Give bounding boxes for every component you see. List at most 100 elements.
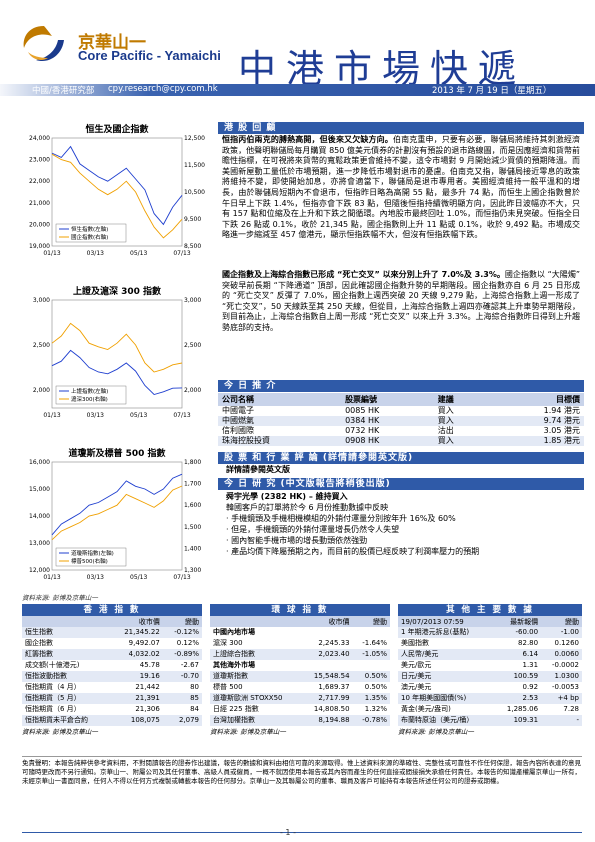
table-cell: 9.74 港元 <box>486 416 584 426</box>
commentary-header: 股 票 和 行 業 評 論 (詳情請參閱英文版) <box>218 452 584 464</box>
table-row: 中國燃氣 0384 HK 買入 9.74 港元 <box>218 416 584 426</box>
table-cell: 3.05 港元 <box>543 426 580 435</box>
review-p1-body: 伯南克重申，只要有必要，聯儲局將維持其刺激經濟政策，他聲明聯儲局每月購買 850… <box>222 135 581 240</box>
other-table-header: 其 他 主 要 數 據 <box>398 604 582 616</box>
table-row: 1 年期港元拆息(基點) -60.00 -1.00 <box>398 627 582 638</box>
table-row: 道瓊斯指數 15,548.54 0.50% <box>210 671 390 682</box>
x-tick: 03/13 <box>87 412 104 419</box>
page-header: 京華山一 Core Pacific - Yamaichi 中港市場快遞 中國/香… <box>0 0 595 96</box>
legend-label: 恒生指數(左軸) <box>71 225 108 233</box>
x-tick: 05/13 <box>130 574 147 581</box>
table-cell: 19.16 <box>109 671 163 682</box>
table-cell: 恒指期貨（5 月） <box>22 693 110 704</box>
chart-svg: 3,000 2,500 2,000 3,000 2,500 2,000 01/13 03/13… <box>33 297 202 419</box>
table-cell: 中國燃氣 <box>218 416 342 426</box>
table-cell: 0384 HK <box>341 416 434 426</box>
table-cell: 21,442 <box>135 683 160 691</box>
x-tick: 05/13 <box>130 250 147 257</box>
table-cell: 美國指數 <box>401 639 429 647</box>
table-row: 中國內地市場 <box>210 627 390 638</box>
table-cell: 上證綜合指數 <box>210 649 302 660</box>
series-line <box>51 349 183 396</box>
table-cell: 中國內地市場 <box>210 627 302 638</box>
table-cell: -2.67 <box>180 661 199 669</box>
y-tick-left: 20,000 <box>29 221 50 228</box>
series-line <box>51 485 183 541</box>
contact-email-link[interactable]: cpy.research@cpy.com.hk <box>108 84 218 94</box>
y-tick-right: 10,500 <box>184 189 205 196</box>
y-tick-left: 2,500 <box>33 342 50 349</box>
y-tick-right: 2,000 <box>184 387 201 394</box>
table-row: 台灣加權指數 8,194.88 -0.78% <box>210 715 390 726</box>
shanghai-csi300-chart: 上證及滬深 300 指數 3,000 2,500 2,000 3,000 2,500 2,… <box>22 284 212 434</box>
table-cell: 21,345.22 <box>109 627 163 638</box>
hk-index-table: 香 港 指 數 收市價 變動 恒生指數 21,345.22 -0.12% 國企指數 9,49… <box>22 604 202 736</box>
series-line <box>51 153 183 239</box>
research-body: 舜宇光學 (2382 HK) – 維持買入 韓國客戶的訂單將於今 6 月份推動數… <box>226 491 580 557</box>
legend-box <box>55 223 127 243</box>
table-row: 上證綜合指數 2,023.40 -1.05% <box>210 649 390 660</box>
table-row: 其他海外市場 <box>210 660 390 671</box>
x-tick: 07/13 <box>173 574 190 581</box>
y-tick-left: 16,000 <box>29 459 50 466</box>
table-cell: 2,023.40 <box>301 649 353 660</box>
table-cell: 美元/歐元 <box>401 661 432 669</box>
column-header: 變動 <box>352 616 390 627</box>
table-row: 中國電子 0085 HK 買入 1.94 港元 <box>218 406 584 416</box>
y-tick-right: 1,400 <box>184 545 201 552</box>
y-tick-left: 2,000 <box>33 387 50 394</box>
series-line <box>51 322 183 373</box>
page-title: 中港市場快遞 <box>238 47 527 91</box>
table-cell: 道瓊斯歐洲 STOXX50 <box>210 693 302 704</box>
table-cell: 黃金(美元/盎司) <box>401 705 451 713</box>
table-row: 恒指期貨（4 月） 21,442 80 <box>22 682 202 693</box>
recommendations-header: 今 日 推 介 <box>218 380 584 392</box>
table-cell: 1.35% <box>352 693 390 704</box>
hk-table-header: 香 港 指 數 <box>22 604 202 616</box>
legend-label: 標普500(右軸) <box>71 557 108 565</box>
chart-svg: 16,000 15,000 14,000 13,000 12,000 1,800 1,700… <box>29 459 201 581</box>
brand-name-en: Core Pacific - Yamaichi <box>78 48 221 63</box>
y-tick-left: 24,000 <box>29 135 50 142</box>
table-cell: -60.00 <box>495 627 542 638</box>
table-cell: 21,391 <box>109 693 163 704</box>
table-cell: 1.31 <box>522 661 539 669</box>
table-cell: 0.50% <box>352 671 390 682</box>
x-tick: 07/13 <box>173 412 190 419</box>
header-bar <box>0 84 595 96</box>
commentary-sub: 詳情請參閱英文版 <box>226 465 290 474</box>
legend-label: 上證指數(左軸) <box>71 387 108 395</box>
column-header: 19/07/2013 07:59 <box>398 616 496 627</box>
table-cell: 0.92 <box>522 683 539 691</box>
y-tick-right: 3,000 <box>184 297 201 304</box>
legend-label: 滬深300(右軸) <box>71 395 108 403</box>
table-row: 布蘭特原油（美元/桶） 109.31- <box>398 715 582 726</box>
table-cell: 6.14 <box>495 649 542 660</box>
table-cell: 其他海外市場 <box>210 660 302 671</box>
y-tick-right: 8,500 <box>184 243 201 250</box>
table-row: 標普 500 1,689.37 0.50% <box>210 682 390 693</box>
table-cell: 1.32% <box>364 705 387 713</box>
column-header: 最新報價 <box>495 616 542 627</box>
global-index-table: 環 球 指 數 收市價 變動 中國內地市場 滬深 300 2,245.33 -1.64% 上… <box>210 604 390 736</box>
table-cell: 7.28 <box>563 705 579 713</box>
hsi-hscei-chart: 恒生及國企指數 24,000 23,000 22,000 21,000 20,000 19… <box>22 122 212 272</box>
table-cell: 0908 HK <box>341 436 434 446</box>
table-cell: - <box>541 715 582 726</box>
table-cell: 1 年期港元拆息(基點) <box>398 627 496 638</box>
column-header: 收市價 <box>301 616 353 627</box>
y-tick-left: 13,000 <box>29 540 50 547</box>
x-tick: 01/13 <box>43 574 60 581</box>
x-tick: 01/13 <box>43 412 60 419</box>
y-tick-right: 2,500 <box>184 342 201 349</box>
page-number: - 1 - <box>280 828 296 837</box>
table-row: 紅籌指數 4,032.02 -0.89% <box>22 649 202 660</box>
column-header: 變動 <box>162 616 202 627</box>
table-cell: 0085 HK <box>345 406 380 415</box>
table-cell <box>301 660 353 671</box>
x-tick: 01/13 <box>43 250 60 257</box>
table-cell: 0732 HK <box>345 426 380 435</box>
table-row: 恒指期貨（6 月） 21,306 84 <box>22 704 202 715</box>
y-tick-right: 9,500 <box>184 216 201 223</box>
table-cell: 45.78 <box>139 661 160 669</box>
